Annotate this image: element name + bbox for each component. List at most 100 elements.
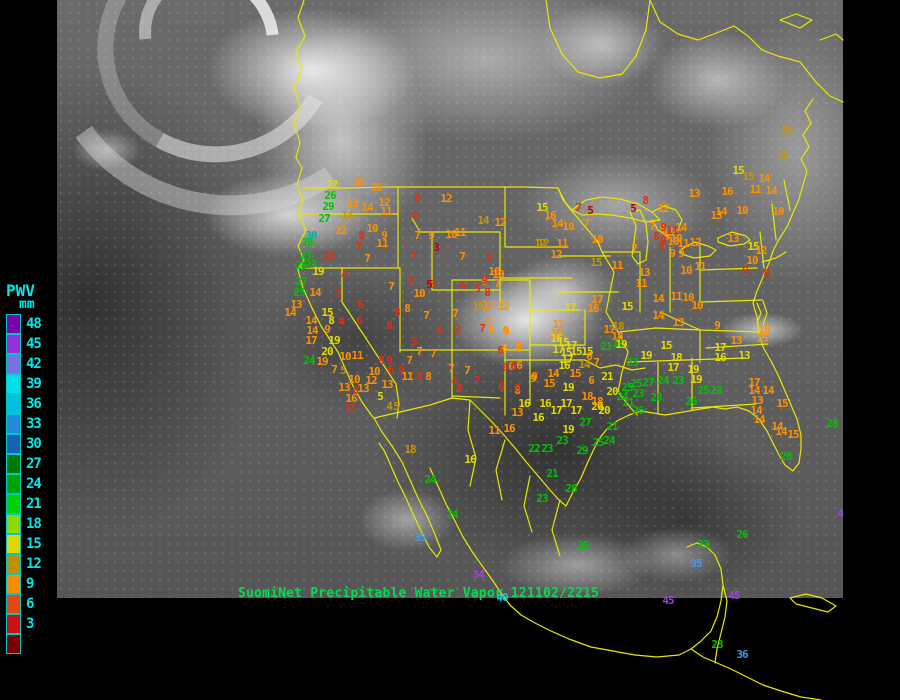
station-value: 6 — [352, 383, 359, 397]
station-value: 8 — [456, 381, 463, 395]
station-value: 25 — [630, 376, 642, 390]
station-value: 18 — [612, 319, 624, 333]
station-value: 23 — [711, 637, 723, 651]
station-value: 22 — [528, 441, 540, 455]
station-value: 4 — [459, 278, 466, 292]
station-value: 8 — [488, 323, 495, 337]
legend-entry: 30 — [6, 434, 42, 454]
station-value: 10 — [370, 180, 382, 194]
station-value: 12 — [755, 243, 767, 257]
station-value: 29 — [322, 199, 334, 213]
station-value: 14 — [753, 412, 765, 426]
legend-swatch — [6, 534, 21, 554]
station-value: 14 — [306, 323, 318, 337]
station-value: 7 — [649, 219, 656, 233]
station-value: 7 — [355, 239, 362, 253]
station-value: 14 — [652, 308, 664, 322]
station-value: 5 — [340, 363, 347, 377]
station-value: 15 — [621, 299, 633, 313]
station-value: 6 — [436, 323, 443, 337]
station-value: 9 — [530, 371, 537, 385]
station-value: 26 — [324, 188, 336, 202]
station-value: 9 — [669, 246, 676, 260]
station-value: 7 — [335, 287, 342, 301]
station-value: 17 — [552, 342, 564, 356]
station-value: 9 — [386, 353, 393, 367]
station-value: 13 — [710, 208, 722, 222]
station-value: 21 — [546, 466, 558, 480]
station-value: 6 — [357, 297, 364, 311]
station-value: 27 — [295, 274, 307, 288]
station-value: 14 — [775, 424, 787, 438]
station-value: 11 — [454, 225, 466, 239]
station-value: 15 — [321, 305, 333, 319]
station-value: 19 — [687, 362, 699, 376]
station-value: 7 — [583, 216, 590, 230]
station-value: 36 — [736, 647, 748, 661]
station-value: 16 — [776, 149, 788, 163]
legend-value: 15 — [26, 536, 42, 552]
station-value: 11 — [556, 236, 568, 250]
station-value: 16 — [721, 184, 733, 198]
station-value: 13 — [290, 297, 302, 311]
station-value: 33 — [414, 530, 426, 544]
legend-value: 36 — [26, 396, 42, 412]
station-value: 5 — [426, 277, 433, 291]
station-value: 7 — [452, 306, 459, 320]
station-value: 35 — [690, 556, 702, 570]
state-lines-path — [297, 179, 791, 557]
station-value: 10 — [339, 349, 351, 363]
pwv-legend: PWV mm 48 45 42 39 36 33 30 27 24 21 18 15 12 9 6 3 — [6, 283, 42, 654]
station-value: 20 — [591, 399, 603, 413]
station-value: 14 — [771, 419, 783, 433]
station-value: 34 — [472, 567, 484, 581]
legend-value: 33 — [26, 416, 42, 432]
legend-entry: 42 — [6, 354, 42, 374]
station-value: 7 — [485, 314, 492, 328]
station-value: 15 — [569, 366, 581, 380]
station-value: 17 — [570, 403, 582, 417]
station-value: 12 — [378, 195, 390, 209]
station-value: 45 — [662, 593, 674, 607]
station-value: 11 — [376, 236, 388, 250]
legend-swatch — [6, 554, 21, 574]
station-value: 23 — [536, 491, 548, 505]
station-value: 26 — [632, 403, 644, 417]
station-value: 27 — [642, 375, 654, 389]
station-value: 15 — [787, 427, 799, 441]
station-value: 17 — [550, 403, 562, 417]
legend-swatch — [6, 394, 21, 414]
station-value: 8 — [516, 341, 523, 355]
station-value: 11 — [380, 204, 392, 218]
legend-swatch — [6, 594, 21, 614]
legend-value: 30 — [26, 436, 42, 452]
station-value: 23 — [541, 441, 553, 455]
mexico-border-path — [373, 397, 567, 507]
station-value: 14 — [750, 403, 762, 417]
station-value: 10 — [591, 232, 603, 246]
station-value: 15 — [660, 338, 672, 352]
legend-swatch — [6, 334, 21, 354]
station-value: 7 — [331, 362, 338, 376]
station-value: 14 — [758, 171, 770, 185]
legend-entries: 48 45 42 39 36 33 30 27 24 21 18 15 12 9 6 3 — [6, 314, 42, 654]
station-value: 28 — [301, 235, 313, 249]
station-value: 9 — [660, 220, 667, 234]
station-value: 9 — [398, 363, 405, 377]
legend-entry: 6 — [6, 594, 41, 614]
station-value: 17 — [305, 333, 317, 347]
station-value: 11 — [611, 258, 623, 272]
station-value: 18 — [780, 122, 792, 136]
station-value: 6 — [588, 373, 595, 387]
station-value: 7 — [448, 361, 455, 375]
station-value: 26 — [295, 258, 307, 272]
legend-value: 42 — [26, 356, 42, 372]
station-value: 11 — [666, 223, 678, 237]
station-value: 15 — [747, 239, 759, 253]
station-value: 6 — [516, 358, 523, 372]
station-value: 18 — [591, 394, 603, 408]
station-value: 15 — [732, 163, 744, 177]
station-value: 26 — [736, 527, 748, 541]
legend-swatch — [6, 314, 21, 334]
station-value: 25 — [592, 435, 604, 449]
